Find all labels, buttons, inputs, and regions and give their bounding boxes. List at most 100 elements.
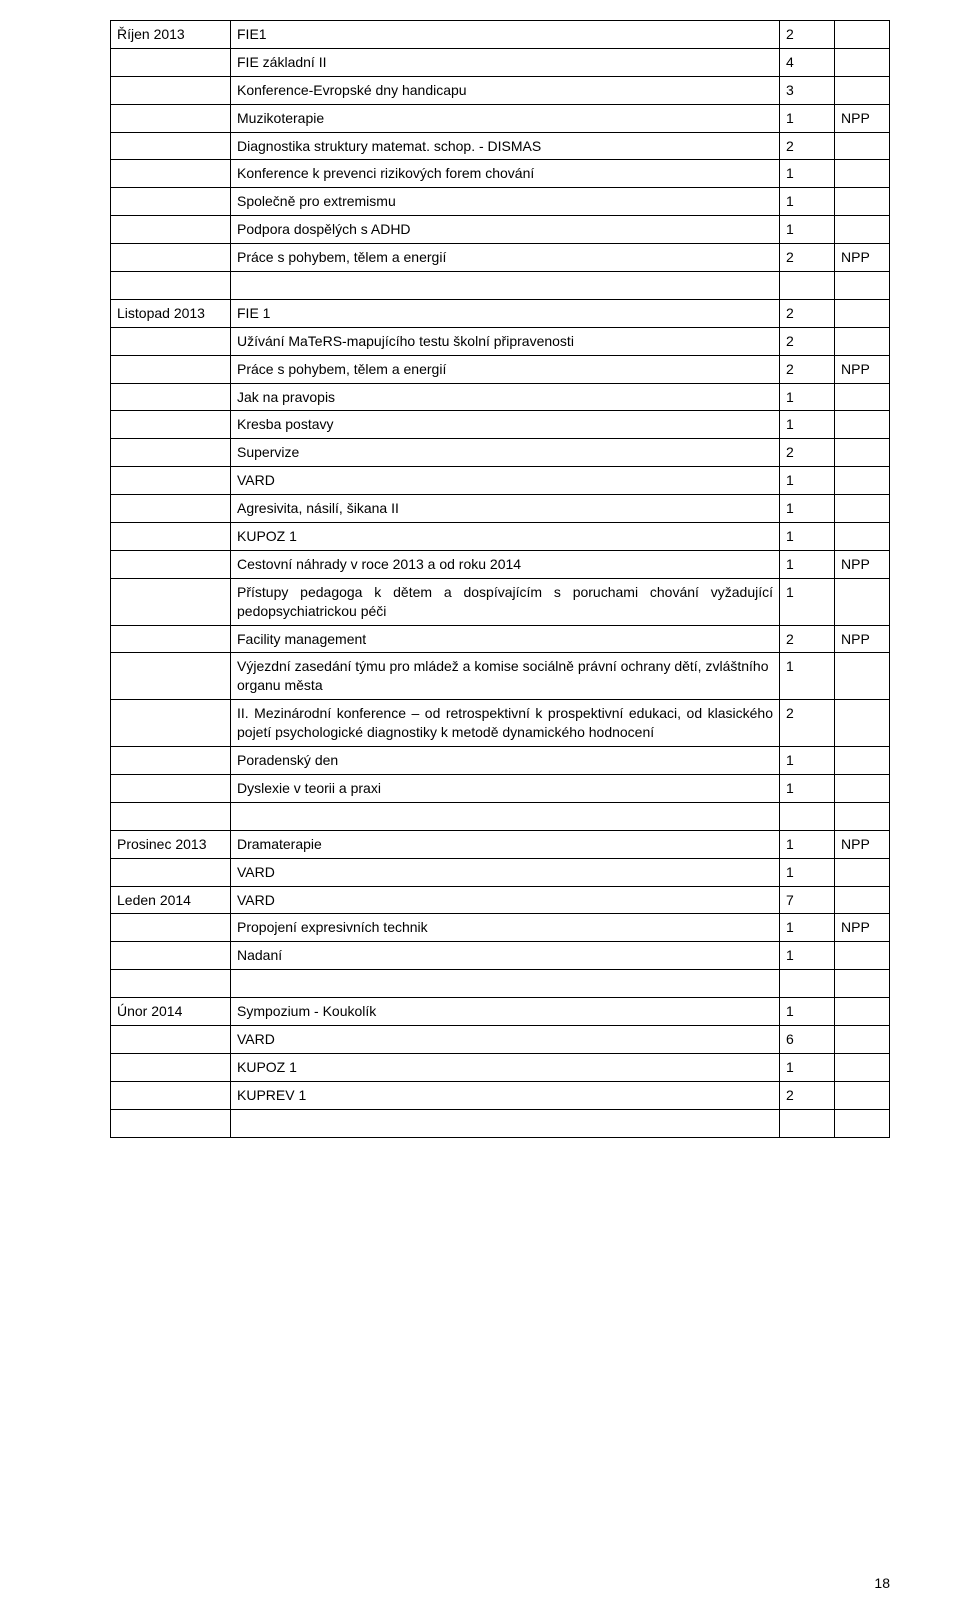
- value-cell: 1: [780, 1053, 835, 1081]
- note-cell: [835, 439, 890, 467]
- table-row-blank: [111, 1109, 890, 1137]
- label-cell: VARD: [231, 467, 780, 495]
- month-cell: [111, 272, 231, 300]
- value-cell: [780, 272, 835, 300]
- table-row: Únor 2014 Sympozium - Koukolík 1: [111, 998, 890, 1026]
- value-cell: 1: [780, 216, 835, 244]
- table-row: Cestovní náhrady v roce 2013 a od roku 2…: [111, 550, 890, 578]
- month-cell: [111, 523, 231, 551]
- label-cell: KUPREV 1: [231, 1081, 780, 1109]
- month-cell: [111, 625, 231, 653]
- note-cell: [835, 998, 890, 1026]
- month-cell: Únor 2014: [111, 998, 231, 1026]
- month-cell: [111, 355, 231, 383]
- page-number: 18: [874, 1575, 890, 1591]
- note-cell: [835, 774, 890, 802]
- month-cell: Leden 2014: [111, 886, 231, 914]
- month-cell: [111, 747, 231, 775]
- table-row: Agresivita, násilí, šikana II 1: [111, 495, 890, 523]
- value-cell: 2: [780, 625, 835, 653]
- month-cell: [111, 411, 231, 439]
- value-cell: 1: [780, 858, 835, 886]
- month-cell: [111, 550, 231, 578]
- value-cell: 1: [780, 188, 835, 216]
- month-cell: [111, 1109, 231, 1137]
- value-cell: 1: [780, 550, 835, 578]
- value-cell: 1: [780, 653, 835, 700]
- month-cell: [111, 653, 231, 700]
- note-cell: [835, 578, 890, 625]
- table-row-blank: [111, 802, 890, 830]
- table-row: II. Mezinárodní konference – od retrospe…: [111, 700, 890, 747]
- month-cell: [111, 160, 231, 188]
- table-row: Propojení expresivních technik 1 NPP: [111, 914, 890, 942]
- label-cell: VARD: [231, 858, 780, 886]
- table-row: Výjezdní zasedání týmu pro mládež a komi…: [111, 653, 890, 700]
- value-cell: 2: [780, 1081, 835, 1109]
- value-cell: 2: [780, 700, 835, 747]
- table-row: Muzikoterapie 1 NPP: [111, 104, 890, 132]
- value-cell: 2: [780, 327, 835, 355]
- month-cell: [111, 858, 231, 886]
- document-page: Říjen 2013 FIE1 2 FIE základní II 4 Konf…: [0, 0, 960, 1609]
- note-cell: [835, 383, 890, 411]
- note-cell: [835, 1025, 890, 1053]
- label-cell: [231, 970, 780, 998]
- value-cell: 6: [780, 1025, 835, 1053]
- label-cell: Nadaní: [231, 942, 780, 970]
- label-cell: Supervize: [231, 439, 780, 467]
- note-cell: [835, 495, 890, 523]
- table-row: VARD 6: [111, 1025, 890, 1053]
- table-row: Listopad 2013 FIE 1 2: [111, 299, 890, 327]
- table-row: Prosinec 2013 Dramaterapie 1 NPP: [111, 830, 890, 858]
- month-cell: Říjen 2013: [111, 21, 231, 49]
- note-cell: [835, 160, 890, 188]
- month-cell: [111, 1081, 231, 1109]
- note-cell: [835, 299, 890, 327]
- label-cell: Podpora dospělých s ADHD: [231, 216, 780, 244]
- table-row: FIE základní II 4: [111, 48, 890, 76]
- table-row-blank: [111, 272, 890, 300]
- month-cell: [111, 216, 231, 244]
- label-cell: [231, 802, 780, 830]
- label-cell: KUPOZ 1: [231, 1053, 780, 1081]
- note-cell: [835, 21, 890, 49]
- note-cell: [835, 942, 890, 970]
- table-row: Kresba postavy 1: [111, 411, 890, 439]
- month-cell: Prosinec 2013: [111, 830, 231, 858]
- label-cell: Dyslexie v teorii a praxi: [231, 774, 780, 802]
- note-cell: [835, 653, 890, 700]
- table-row: Podpora dospělých s ADHD 1: [111, 216, 890, 244]
- month-cell: [111, 327, 231, 355]
- table-row: Nadaní 1: [111, 942, 890, 970]
- table-row: Supervize 2: [111, 439, 890, 467]
- table-row: Leden 2014 VARD 7: [111, 886, 890, 914]
- value-cell: 1: [780, 914, 835, 942]
- value-cell: 2: [780, 355, 835, 383]
- note-cell: NPP: [835, 244, 890, 272]
- value-cell: 2: [780, 21, 835, 49]
- value-cell: 3: [780, 76, 835, 104]
- note-cell: NPP: [835, 914, 890, 942]
- note-cell: NPP: [835, 625, 890, 653]
- month-cell: [111, 774, 231, 802]
- label-cell: Konference-Evropské dny handicapu: [231, 76, 780, 104]
- table-row: KUPREV 1 2: [111, 1081, 890, 1109]
- label-cell: Sympozium - Koukolík: [231, 998, 780, 1026]
- month-cell: [111, 244, 231, 272]
- label-cell: [231, 1109, 780, 1137]
- value-cell: [780, 1109, 835, 1137]
- month-cell: [111, 76, 231, 104]
- table-row: Jak na pravopis 1: [111, 383, 890, 411]
- label-cell: Poradenský den: [231, 747, 780, 775]
- table-row: Práce s pohybem, tělem a energií 2 NPP: [111, 355, 890, 383]
- value-cell: 2: [780, 132, 835, 160]
- value-cell: 1: [780, 467, 835, 495]
- month-cell: [111, 439, 231, 467]
- label-cell: KUPOZ 1: [231, 523, 780, 551]
- month-cell: [111, 383, 231, 411]
- value-cell: 1: [780, 998, 835, 1026]
- month-cell: [111, 132, 231, 160]
- table-row: Diagnostika struktury matemat. schop. - …: [111, 132, 890, 160]
- label-cell: Cestovní náhrady v roce 2013 a od roku 2…: [231, 550, 780, 578]
